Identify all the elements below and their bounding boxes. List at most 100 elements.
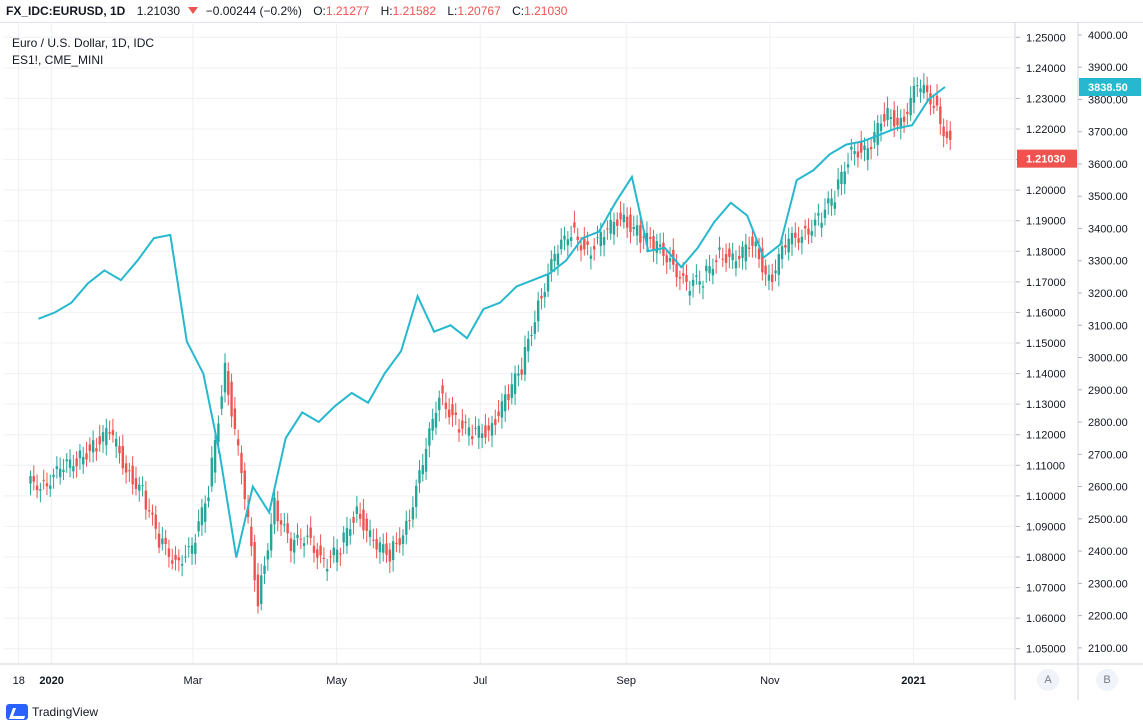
high-value: 1.21582 <box>392 4 436 18</box>
candle-body <box>141 485 144 487</box>
candle-body <box>517 373 520 376</box>
candle-body <box>718 247 721 250</box>
candle-body <box>233 408 237 430</box>
candle-body <box>236 439 240 446</box>
candle-body <box>813 219 817 226</box>
candle-body <box>724 254 728 263</box>
candle-body <box>497 411 500 417</box>
candle-body <box>678 277 682 279</box>
candle-body <box>223 362 227 393</box>
candle-body <box>592 246 596 250</box>
price-chart[interactable]: 1.250001.240001.230001.220001.210001.200… <box>0 22 1143 700</box>
candle-body <box>98 436 101 445</box>
candle-body <box>658 244 662 247</box>
candle-body <box>784 245 787 248</box>
scale-a-button[interactable]: A <box>1037 669 1059 691</box>
legend-main-series[interactable]: Euro / U.S. Dollar, 1D, IDC <box>12 36 155 50</box>
candle-body <box>876 122 879 145</box>
candle-body <box>708 266 711 274</box>
candle-body <box>794 232 797 238</box>
candle-body <box>550 259 553 272</box>
candle-body <box>711 269 715 276</box>
candle-body <box>846 164 850 168</box>
candle-body <box>424 448 428 472</box>
candle-body <box>757 248 761 260</box>
symbol-name[interactable]: FX_IDC:EURUSD, 1D <box>6 4 126 18</box>
tradingview-logo[interactable]: TradingView <box>6 704 98 720</box>
x-tick-label: 2021 <box>901 675 925 687</box>
candle-body <box>850 146 853 150</box>
candle-body <box>668 257 672 262</box>
candle-body <box>477 425 481 438</box>
es-last-badge <box>1079 78 1141 97</box>
candle-body <box>652 236 655 251</box>
es-last-badge-text: 3838.50 <box>1088 82 1128 94</box>
candle-body <box>124 463 128 473</box>
candle-body <box>65 459 68 462</box>
candle-body <box>131 465 134 485</box>
candle-body <box>560 239 563 250</box>
candle-body <box>217 423 220 443</box>
candle-body <box>118 445 121 454</box>
candle-body <box>161 538 164 545</box>
candle-body <box>411 507 415 520</box>
candle-body <box>418 470 421 484</box>
candle-body <box>840 171 843 184</box>
candle-body <box>513 373 517 394</box>
candle-body <box>629 214 632 233</box>
candle-body <box>35 485 39 491</box>
candle-body <box>375 538 378 550</box>
candle-body <box>609 219 612 234</box>
x-tick-label: Sep <box>616 675 636 687</box>
candle-body <box>922 84 926 94</box>
scale-b-button[interactable]: B <box>1096 669 1118 691</box>
legend-compare-series[interactable]: ES1!, CME_MINI <box>12 53 104 67</box>
candle-body <box>935 95 939 106</box>
es-tick-label: 2700.00 <box>1088 449 1128 461</box>
candle-body <box>665 255 668 263</box>
candle-body <box>32 476 35 482</box>
eurusd-tick-label: 1.14000 <box>1026 369 1066 381</box>
eurusd-tick-label: 1.12000 <box>1026 430 1066 442</box>
candle-body <box>622 214 626 223</box>
candle-body <box>95 448 98 452</box>
candle-body <box>263 565 266 574</box>
close-label: C: <box>512 4 525 18</box>
es-tick-label: 2400.00 <box>1088 546 1128 558</box>
eurusd-tick-label: 1.09000 <box>1026 521 1066 533</box>
candle-body <box>662 242 665 256</box>
candle-body <box>138 484 141 491</box>
es-compare-line[interactable] <box>38 86 946 558</box>
candle-body <box>184 556 187 558</box>
candle-body <box>480 433 484 439</box>
candle-body <box>352 516 355 523</box>
candle-body <box>467 427 471 436</box>
candle-body <box>655 241 659 253</box>
candle-body <box>546 275 550 292</box>
candle-body <box>105 428 108 446</box>
candle-body <box>767 274 771 281</box>
candle-body <box>520 369 523 375</box>
candle-body <box>589 255 593 259</box>
candle-body <box>88 444 92 451</box>
candle-body <box>227 371 230 395</box>
candle-body <box>279 520 283 525</box>
candle-body <box>616 219 619 226</box>
candle-body <box>642 236 645 238</box>
candle-body <box>322 558 326 560</box>
candle-body <box>543 292 546 298</box>
es-tick-label: 3800.00 <box>1088 94 1128 106</box>
candle-body <box>738 256 741 260</box>
candle-body <box>942 126 945 137</box>
candle-body <box>194 542 197 554</box>
candle-body <box>471 436 474 440</box>
candle-body <box>362 509 365 531</box>
candle-body <box>896 117 899 126</box>
candle-body <box>147 510 151 512</box>
eurusd-tick-label: 1.19000 <box>1026 216 1066 228</box>
candle-body <box>207 497 210 502</box>
candle-body <box>355 506 359 514</box>
candle-body <box>250 526 253 547</box>
candle-body <box>553 253 556 262</box>
candle-body <box>728 248 731 257</box>
